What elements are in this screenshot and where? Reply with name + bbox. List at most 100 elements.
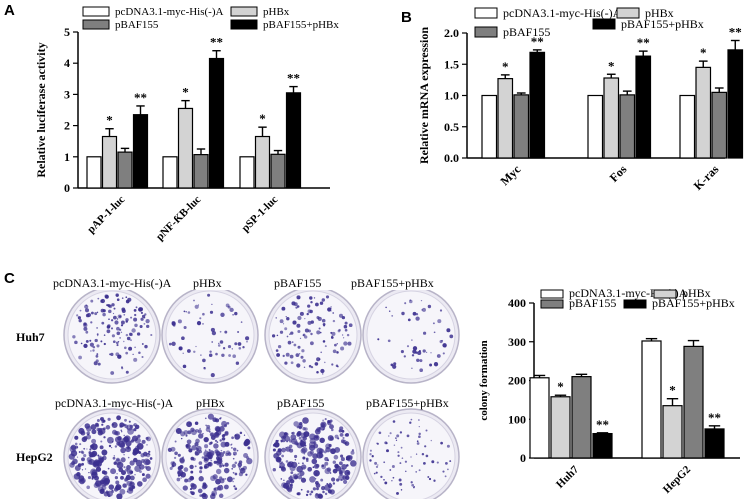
colony-spot xyxy=(85,313,90,318)
colony-spot xyxy=(187,477,192,483)
colony-spot xyxy=(377,338,380,341)
significance-star: * xyxy=(669,383,676,398)
colony-spot xyxy=(124,346,127,350)
significance-star: * xyxy=(259,111,266,126)
colony-spot xyxy=(105,425,111,430)
colony-spot xyxy=(449,334,454,339)
colony-spot xyxy=(101,449,108,456)
colony-spot xyxy=(232,471,235,474)
colony-spot xyxy=(207,413,214,420)
bar xyxy=(193,154,209,189)
colony-spot xyxy=(291,432,294,435)
colony-spot xyxy=(173,456,177,460)
colony-spot xyxy=(186,421,193,428)
colony-spot xyxy=(342,439,347,445)
colony-spot xyxy=(330,306,332,308)
colony-spot xyxy=(245,473,248,476)
colony-spot xyxy=(89,339,92,342)
colony-spot xyxy=(209,310,214,314)
colony-spot xyxy=(301,464,307,470)
colony-spot xyxy=(231,348,234,350)
colony-spot xyxy=(179,457,185,463)
colony-spot xyxy=(174,451,178,456)
colony-spot xyxy=(138,351,141,354)
colony-spot xyxy=(231,443,233,445)
colony-spot xyxy=(207,461,213,467)
colony-spot xyxy=(308,364,312,368)
bar xyxy=(683,345,704,459)
colony-spot xyxy=(134,323,138,328)
colony-spot xyxy=(213,460,217,464)
colony-spot xyxy=(392,420,396,423)
colony-spot xyxy=(243,441,249,447)
colony-spot xyxy=(237,330,240,334)
colony-spot xyxy=(177,474,181,477)
x-category-label: K-ras xyxy=(691,162,722,193)
colony-spot xyxy=(416,442,420,445)
colony-spot xyxy=(393,362,397,366)
colony-spot xyxy=(233,454,235,456)
bar xyxy=(177,107,194,189)
dish-label-top-pbaf155: pBAF155 xyxy=(274,276,322,290)
colony-spot xyxy=(80,342,83,345)
colony-spot xyxy=(423,462,426,465)
colony-spot xyxy=(412,311,417,316)
colony-spot xyxy=(409,421,412,424)
legend-swatch xyxy=(82,19,110,30)
colony-spot xyxy=(180,471,186,478)
colony-spot xyxy=(446,444,450,448)
colony-spot xyxy=(307,466,313,472)
colony-spot xyxy=(411,483,415,487)
colony-spot xyxy=(182,352,184,354)
colony-spot xyxy=(218,493,224,499)
colony-spot xyxy=(391,465,395,468)
colony-spot xyxy=(316,357,321,362)
colony-spot xyxy=(123,466,126,469)
colony-spot xyxy=(243,453,249,458)
colony-dish-inner xyxy=(366,412,456,499)
colony-spot xyxy=(112,340,116,344)
colony-spot xyxy=(112,456,116,460)
colony-spot xyxy=(97,454,100,457)
colony-spot xyxy=(304,328,309,333)
colony-spot xyxy=(125,370,129,374)
colony-spot xyxy=(174,440,177,443)
colony-spot xyxy=(177,471,181,475)
colony-spot xyxy=(95,354,99,358)
colony-spot xyxy=(302,417,309,424)
colony-spot xyxy=(204,444,209,449)
colony-spot xyxy=(98,455,102,460)
colony-spot xyxy=(110,446,113,449)
colony-spot xyxy=(120,331,123,334)
colony-spot xyxy=(171,464,175,468)
legend-swatch xyxy=(623,299,647,309)
legend-label: pHBx xyxy=(645,6,674,20)
colony-spot xyxy=(131,328,136,333)
bar xyxy=(162,156,178,189)
colony-spot xyxy=(351,449,355,452)
colony-spot xyxy=(336,478,340,482)
colony-spot xyxy=(293,343,297,347)
colony-spot xyxy=(336,343,338,345)
colony-spot xyxy=(335,464,339,468)
colony-spot xyxy=(296,305,300,308)
colony-spot xyxy=(81,462,85,466)
colony-spot xyxy=(102,309,106,313)
colony-spot xyxy=(234,433,241,440)
colony-spot xyxy=(343,324,348,329)
colony-spot xyxy=(323,450,327,454)
bar xyxy=(603,77,620,159)
colony-spot xyxy=(312,466,315,469)
colony-spot xyxy=(191,491,195,496)
colony-spot xyxy=(425,429,428,432)
colony-spot xyxy=(140,453,145,458)
colony-spot xyxy=(107,417,111,421)
colony-spot xyxy=(320,478,324,482)
colony-spot xyxy=(115,480,120,485)
colony-spot xyxy=(425,351,428,354)
colony-spot xyxy=(73,473,80,480)
colony-spot xyxy=(134,448,140,454)
colony-spot xyxy=(332,468,338,474)
colony-spot xyxy=(195,345,197,348)
